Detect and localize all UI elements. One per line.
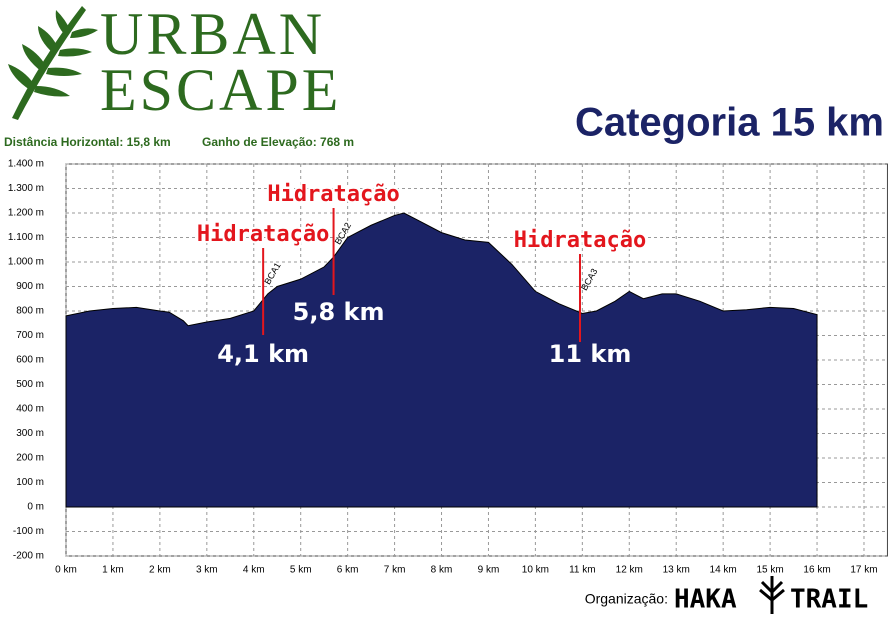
x-tick-label: 2 km: [149, 565, 171, 576]
gain: Ganho de Elevação: 768 m: [202, 135, 354, 149]
org-name: HAKA: [674, 585, 737, 615]
org-icon: [759, 576, 785, 614]
elevation-area: [65, 212, 818, 508]
brand: ESCAPE: [100, 57, 341, 123]
y-tick-label: 1.200 m: [8, 208, 44, 219]
x-tick-label: 9 km: [478, 565, 500, 576]
y-tick-label: 100 m: [16, 477, 44, 488]
x-tick-label: 13 km: [663, 565, 690, 576]
y-tick-label: -200 m: [13, 551, 44, 562]
x-tick-label: 0 km: [55, 565, 77, 576]
y-tick-label: 200 m: [16, 453, 44, 464]
x-tick-label: 4 km: [243, 565, 265, 576]
x-tick-label: 10 km: [522, 565, 549, 576]
x-tick-label: 1 km: [102, 565, 124, 576]
y-tick-label: -100 m: [13, 526, 44, 537]
x-tick-label: 6 km: [337, 565, 359, 576]
annotation-label: Hidratação: [514, 228, 646, 253]
distance: Distância Horizontal: 15,8 km: [4, 135, 171, 149]
x-tick-label: 14 km: [710, 565, 737, 576]
brand: URBAN: [100, 1, 325, 67]
x-tick-label: 5 km: [290, 565, 312, 576]
x-tick-label: 8 km: [431, 565, 453, 576]
y-tick-label: 400 m: [16, 404, 44, 415]
x-tick-label: 16 km: [803, 565, 830, 576]
x-tick-label: 15 km: [756, 565, 783, 576]
y-tick-label: 500 m: [16, 379, 44, 390]
annotation-label: Hidratação: [197, 222, 329, 247]
annotation-distance: 11 km: [549, 340, 632, 368]
annotation-label: Hidratação: [267, 182, 399, 207]
y-tick-label: 700 m: [16, 330, 44, 341]
x-tick-label: 3 km: [196, 565, 218, 576]
annotation-distance: 5,8 km: [293, 298, 385, 326]
organizer-label: Organização:: [585, 591, 668, 607]
x-tick-label: 12 km: [616, 565, 643, 576]
y-tick-label: 1.400 m: [8, 159, 44, 170]
org-name: TRAIL: [790, 585, 868, 615]
category: Categoria 15 km: [575, 101, 884, 145]
x-tick-label: 11 km: [569, 565, 596, 576]
y-tick-label: 900 m: [16, 281, 44, 292]
y-tick-label: 800 m: [16, 306, 44, 317]
logo-leaf: [8, 6, 98, 120]
y-tick-label: 1.300 m: [8, 183, 44, 194]
y-tick-label: 300 m: [16, 428, 44, 439]
y-tick-label: 600 m: [16, 355, 44, 366]
y-tick-label: 1.000 m: [8, 257, 44, 268]
x-tick-label: 7 km: [384, 565, 406, 576]
annotation-distance: 4,1 km: [217, 340, 309, 368]
x-tick-label: 17 km: [850, 565, 877, 576]
y-tick-label: 0 m: [27, 502, 44, 513]
y-tick-label: 1.100 m: [8, 232, 44, 243]
